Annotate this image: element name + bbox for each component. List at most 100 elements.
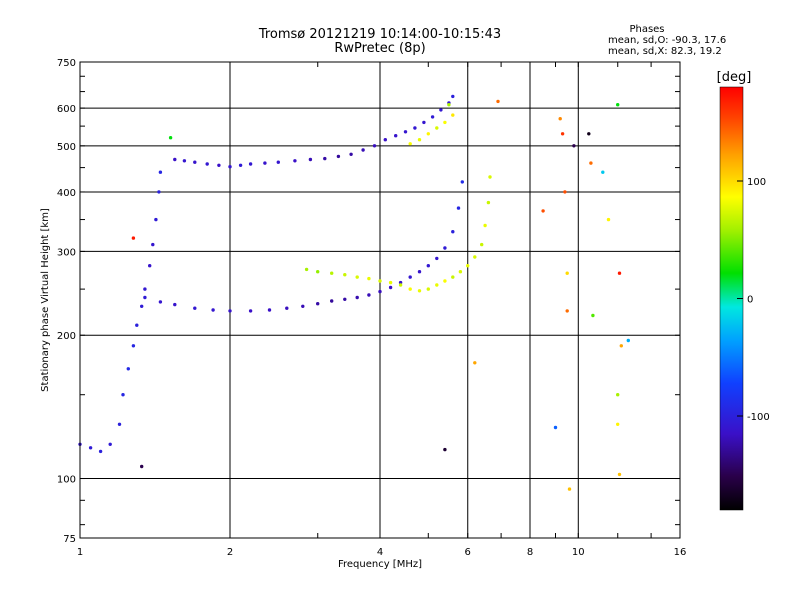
- y-tick-label: 750: [57, 58, 76, 69]
- data-point: [267, 308, 272, 312]
- data-point: [563, 190, 567, 194]
- data-point: [330, 271, 334, 275]
- data-point: [587, 132, 591, 136]
- data-point: [422, 120, 426, 125]
- data-point: [480, 242, 484, 247]
- data-point: [228, 165, 232, 169]
- data-point: [108, 442, 112, 446]
- data-point: [293, 159, 297, 163]
- data-point: [378, 279, 382, 283]
- data-point: [158, 170, 163, 174]
- data-point: [616, 103, 620, 107]
- data-point: [435, 283, 439, 287]
- data-point: [488, 175, 492, 179]
- x-tick-label: 1: [77, 547, 83, 558]
- x-tick-label: 8: [527, 547, 533, 558]
- data-point: [435, 126, 439, 130]
- data-point: [483, 223, 487, 228]
- data-point: [619, 344, 623, 348]
- x-axis-label: Frequency [MHz]: [338, 559, 422, 570]
- data-point: [589, 161, 593, 165]
- data-point: [316, 302, 320, 306]
- data-point: [403, 130, 408, 134]
- data-point: [553, 425, 558, 430]
- data-point: [217, 163, 221, 167]
- data-point: [447, 103, 451, 107]
- data-point: [435, 256, 439, 261]
- data-point: [131, 344, 136, 348]
- y-tick-label: 400: [57, 188, 76, 199]
- data-point: [451, 275, 455, 279]
- data-point: [343, 297, 347, 301]
- colorbar-tick-label: 0: [747, 295, 753, 306]
- y-tick-label: 100: [57, 475, 76, 486]
- data-point: [617, 271, 622, 275]
- data-point: [466, 264, 470, 268]
- data-point: [591, 313, 595, 318]
- data-point: [330, 299, 334, 303]
- data-point: [135, 323, 139, 327]
- colorbar-ticks: 100 0 -100: [737, 177, 770, 423]
- data-point: [88, 446, 93, 450]
- data-point: [426, 287, 430, 291]
- data-point: [398, 283, 403, 287]
- data-point: [426, 264, 430, 268]
- y-tick-label: 200: [57, 331, 76, 342]
- data-point: [276, 160, 280, 164]
- x-tick-label: 16: [674, 547, 687, 558]
- data-point: [408, 287, 412, 291]
- x-tick-label: 10: [572, 547, 585, 558]
- data-point: [626, 338, 630, 343]
- data-point: [343, 273, 347, 277]
- data-point: [285, 306, 289, 310]
- data-point: [228, 309, 232, 313]
- data-point: [443, 120, 447, 125]
- data-point: [238, 163, 243, 167]
- colorbar-tick-label: 100: [747, 177, 766, 188]
- data-point: [383, 138, 387, 142]
- colorbar-label: [deg]: [717, 70, 752, 85]
- data-point: [473, 255, 477, 259]
- data-point: [193, 160, 197, 164]
- y-tick-label: 500: [57, 142, 76, 153]
- data-point: [443, 246, 447, 250]
- data-point: [308, 157, 313, 162]
- data-point: [143, 295, 147, 300]
- data-point: [560, 132, 565, 136]
- y-axis-label: Stationary phase Virtual Height [km]: [40, 208, 51, 392]
- data-point: [398, 280, 403, 285]
- data-point: [98, 449, 103, 454]
- data-point: [157, 190, 161, 194]
- data-point: [355, 295, 359, 300]
- y-tick-label: 75: [63, 534, 76, 545]
- data-point: [567, 487, 572, 491]
- data-point: [601, 170, 605, 174]
- data-point: [158, 300, 163, 304]
- data-point: [168, 136, 173, 140]
- data-point: [408, 142, 412, 146]
- data-point: [460, 180, 464, 184]
- data-point: [154, 217, 158, 222]
- x-axis-ticks: 1 2 4 6 8 10 16: [77, 62, 687, 558]
- data-point: [173, 157, 177, 162]
- data-point: [394, 134, 398, 138]
- grid: [80, 62, 680, 538]
- data-point: [616, 393, 620, 397]
- data-point: [565, 271, 569, 275]
- data-point: [131, 236, 136, 240]
- data-point: [323, 156, 327, 161]
- x-tick-label: 2: [227, 547, 233, 558]
- data-point: [439, 108, 443, 112]
- data-point: [211, 308, 215, 312]
- colorbar-tick-label: -100: [747, 412, 770, 423]
- data-point: [606, 217, 611, 222]
- data-point: [417, 138, 422, 142]
- data-point: [496, 99, 500, 104]
- data-point: [388, 285, 393, 290]
- x-tick-label: 6: [465, 547, 471, 558]
- data-point: [426, 132, 430, 136]
- stats-o-mode: mean, sd,O: -90.3, 17.6: [608, 35, 726, 46]
- data-point: [349, 152, 353, 156]
- data-point: [336, 154, 341, 159]
- data-point: [417, 289, 422, 293]
